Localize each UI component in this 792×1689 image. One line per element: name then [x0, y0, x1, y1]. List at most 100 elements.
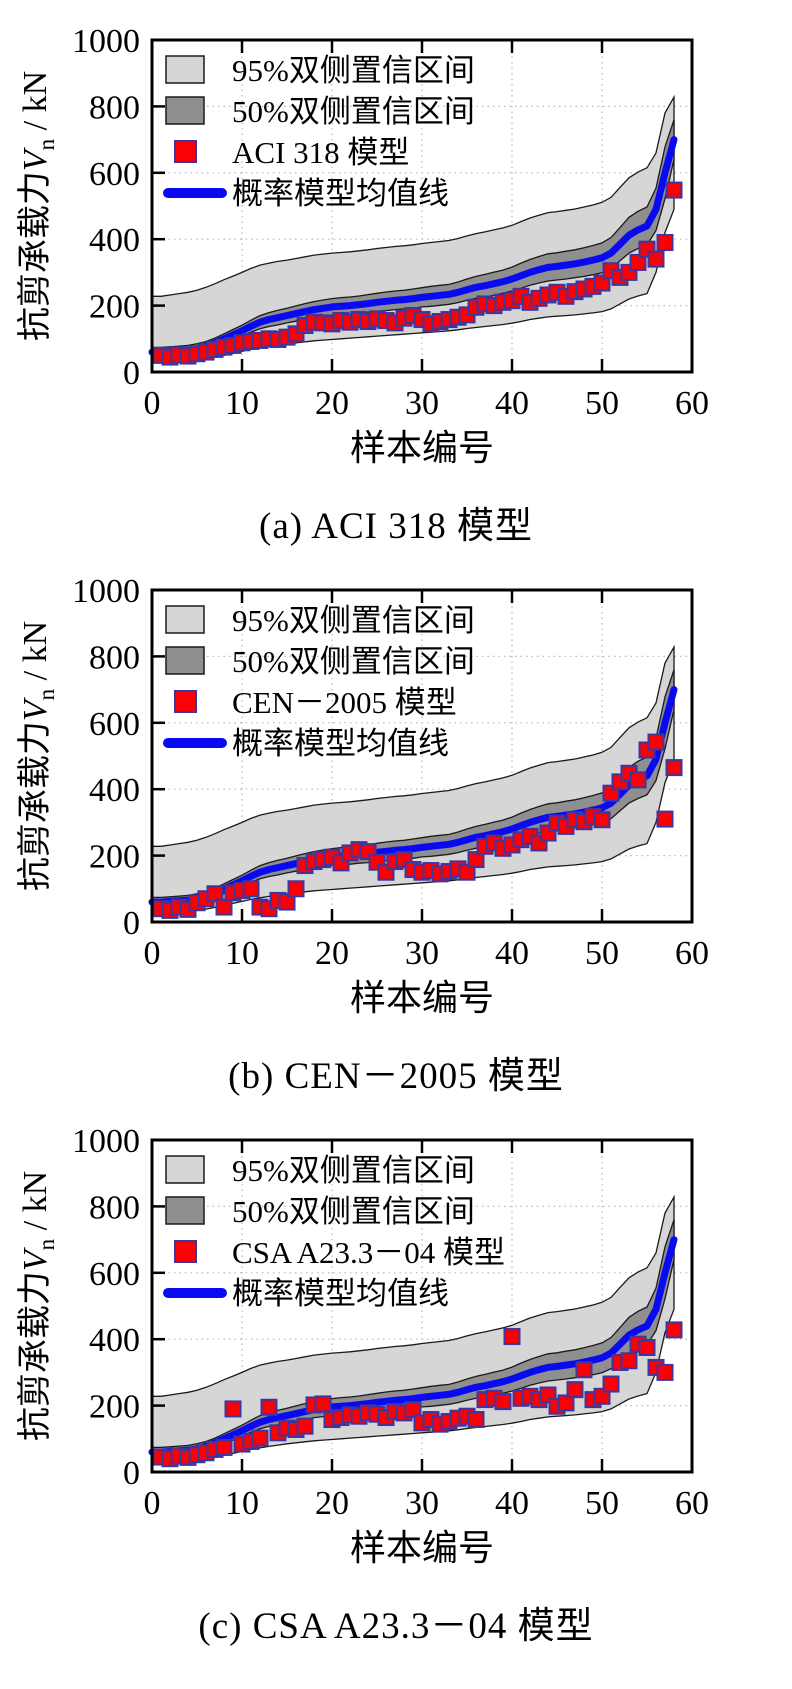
legend-label: 95%双侧置信区间 — [232, 1153, 475, 1188]
legend-label: 概率模型均值线 — [232, 726, 449, 761]
y-tick-label: 600 — [89, 706, 140, 743]
y-tick-label: 200 — [89, 1389, 140, 1426]
legend-swatch-ci95 — [165, 605, 205, 634]
x-axis-label: 样本编号 — [350, 428, 494, 468]
figure-b: 0 10 20 30 40 50 60 0 200 400 600 800 1000 样本编号 抗剪承载力V… — [0, 564, 792, 1108]
model-point — [296, 1417, 314, 1435]
legend-label: 概率模型均值线 — [232, 1276, 449, 1311]
x-tick-label: 0 — [144, 935, 161, 972]
y-tick-label: 800 — [89, 89, 140, 126]
model-point — [602, 1375, 620, 1393]
x-tick-label: 20 — [315, 385, 349, 422]
model-point — [467, 1411, 485, 1429]
model-point — [215, 898, 233, 916]
model-point — [404, 1401, 422, 1419]
chart-a-canvas: 0 10 20 30 40 50 6002004006008001000样本编号抗剪承载力V… — [16, 23, 709, 468]
x-tick-label: 30 — [405, 385, 439, 422]
model-point — [665, 1321, 683, 1339]
model-point — [287, 880, 305, 898]
model-point — [494, 1393, 512, 1411]
x-tick-label: 60 — [675, 935, 709, 972]
x-tick-label: 60 — [675, 1485, 709, 1522]
x-tick-label: 50 — [585, 935, 619, 972]
x-tick-label: 40 — [495, 1485, 529, 1522]
y-tick-label: 400 — [89, 222, 140, 259]
y-tick-label: 1000 — [72, 573, 140, 610]
model-point — [629, 253, 647, 271]
legend-label: 概率模型均值线 — [232, 176, 449, 211]
model-point — [593, 1387, 611, 1405]
x-tick-label: 50 — [585, 385, 619, 422]
x-axis-label: 样本编号 — [350, 978, 494, 1018]
model-point — [458, 863, 476, 881]
model-point — [665, 181, 683, 199]
x-tick-label: 40 — [495, 935, 529, 972]
y-tick-label: 1000 — [72, 1123, 140, 1160]
y-tick-label: 600 — [89, 1256, 140, 1293]
x-tick-label: 60 — [675, 385, 709, 422]
legend-label: 95%双侧置信区间 — [232, 603, 475, 638]
legend-label: 50%双侧置信区间 — [232, 644, 475, 679]
figure-a: 0 10 20 30 40 50 60 0 200 400 600 800 1000 样本编号 抗剪承载力V… — [0, 14, 792, 558]
model-point — [665, 759, 683, 777]
legend-swatch-ci95 — [165, 1155, 205, 1184]
model-point — [278, 893, 296, 911]
x-tick-label: 10 — [225, 385, 259, 422]
model-point — [656, 1363, 674, 1381]
x-tick-label: 50 — [585, 1485, 619, 1522]
y-tick-label: 400 — [89, 772, 140, 809]
x-tick-label: 10 — [225, 1485, 259, 1522]
x-axis-label: 样本编号 — [350, 1528, 494, 1568]
model-point — [647, 733, 665, 751]
x-tick-label: 0 — [144, 385, 161, 422]
model-point — [620, 1352, 638, 1370]
model-point — [566, 1381, 584, 1399]
model-point — [314, 1395, 332, 1413]
chart-c-canvas: 0 10 20 30 40 50 6002004006008001000样本编号抗剪承载力V… — [16, 1123, 709, 1568]
legend-label: 50%双侧置信区间 — [232, 94, 475, 129]
legend-marker-model — [174, 1240, 197, 1263]
legend-swatch-ci95 — [165, 55, 205, 84]
y-tick-label: 400 — [89, 1322, 140, 1359]
y-axis-label: 抗剪承载力Vn / kN — [16, 621, 59, 891]
model-point — [656, 810, 674, 828]
model-point — [593, 811, 611, 829]
model-point — [575, 1361, 593, 1379]
y-tick-label: 1000 — [72, 23, 140, 60]
x-tick-label: 40 — [495, 385, 529, 422]
model-point — [638, 1339, 656, 1356]
model-point — [242, 880, 260, 898]
y-axis-label: 抗剪承载力Vn / kN — [16, 71, 59, 341]
y-tick-label: 200 — [89, 839, 140, 876]
model-point — [215, 1438, 233, 1456]
legend-swatch-ci50 — [165, 1196, 205, 1225]
y-tick-label: 600 — [89, 156, 140, 193]
legend-swatch-ci50 — [165, 646, 205, 675]
model-point — [260, 1398, 278, 1416]
y-tick-label: 800 — [89, 639, 140, 676]
x-tick-label: 10 — [225, 935, 259, 972]
model-point — [503, 1328, 521, 1346]
x-tick-label: 20 — [315, 1485, 349, 1522]
x-tick-label: 30 — [405, 935, 439, 972]
y-tick-label: 0 — [123, 1455, 140, 1492]
y-tick-label: 0 — [123, 355, 140, 392]
legend-label: 50%双侧置信区间 — [232, 1194, 475, 1229]
y-tick-label: 800 — [89, 1189, 140, 1226]
model-point — [251, 1429, 269, 1447]
model-point — [629, 771, 647, 789]
mean-line — [148, 136, 678, 356]
model-point — [656, 234, 674, 252]
model-point — [557, 1394, 575, 1412]
model-point — [224, 1400, 242, 1418]
legend-label: 95%双侧置信区间 — [232, 53, 475, 88]
figure-c: 0 10 20 30 40 50 60 0 200 400 600 800 1000 样本编号 抗剪承载力V… — [0, 1114, 792, 1658]
legend-label: CEN－2005 模型 — [232, 685, 457, 720]
model-point — [206, 885, 224, 903]
model-point — [467, 851, 485, 869]
y-tick-label: 200 — [89, 289, 140, 326]
legend-label: ACI 318 模型 — [232, 135, 409, 170]
chart-b-canvas: 0 10 20 30 40 50 6002004006008001000样本编号抗剪承载力V… — [16, 573, 709, 1018]
x-tick-label: 0 — [144, 1485, 161, 1522]
